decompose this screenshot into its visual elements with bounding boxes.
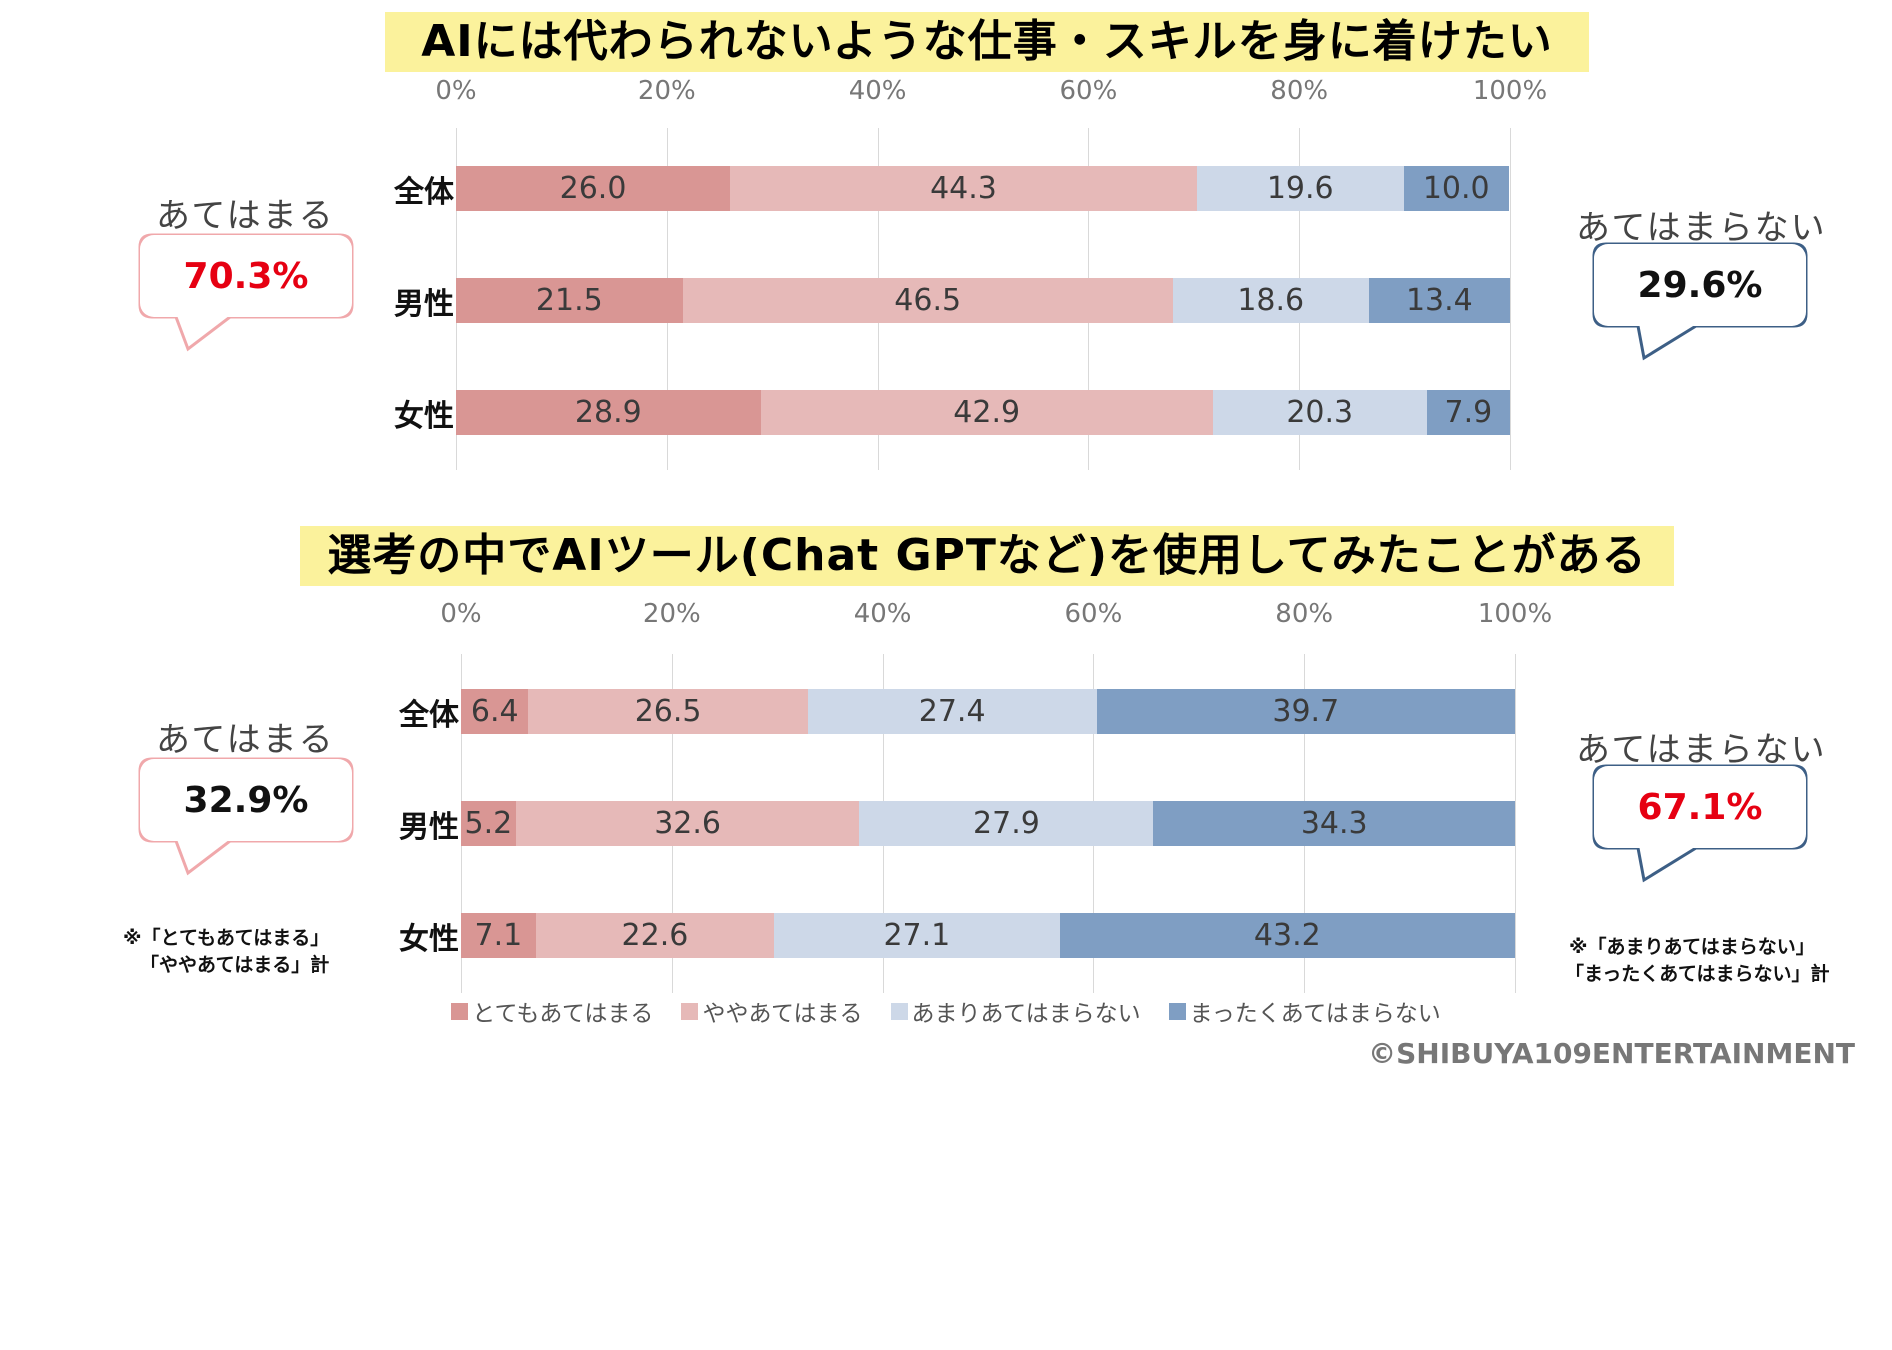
data-label: 6.4 — [470, 694, 519, 729]
x-tick-label: 40% — [853, 599, 912, 629]
data-label: 26.0 — [559, 171, 627, 206]
x-tick-label: 100% — [1472, 76, 1548, 106]
legend-item-somewhat: ややあてはまる — [681, 994, 863, 1028]
chart-2-left-bubble-label: あてはまる — [156, 720, 335, 760]
data-label: 18.6 — [1237, 283, 1305, 318]
bar-segment: 6.4 — [461, 689, 529, 734]
bar-segment: 43.2 — [1059, 913, 1515, 958]
bar-segment: 27.9 — [859, 801, 1154, 846]
data-label: 27.1 — [883, 918, 951, 953]
data-label: 19.6 — [1266, 171, 1334, 206]
data-label: 43.2 — [1253, 918, 1321, 953]
category-label: 女性 — [394, 399, 454, 434]
legend-swatch-very — [451, 1002, 469, 1020]
data-label: 27.4 — [918, 694, 986, 729]
legend-label-very: とてもあてはまる — [472, 1001, 654, 1027]
note-left: ※「とてもあてはまる」 「ややあてはまる」計 — [118, 925, 329, 978]
legend-item-not-really: あまりあてはまらない — [890, 994, 1141, 1028]
legend-swatch-not-at-all — [1168, 1002, 1186, 1020]
x-tick-label: 20% — [637, 76, 696, 106]
data-label: 5.2 — [464, 806, 513, 841]
note-left-line-2: 「ややあてはまる」計 — [140, 953, 330, 976]
legend-label-somewhat: ややあてはまる — [702, 1001, 863, 1027]
data-label: 44.3 — [930, 171, 997, 206]
data-label: 7.9 — [1444, 395, 1493, 430]
x-tick-label: 80% — [1270, 76, 1329, 106]
legend-swatch-somewhat — [681, 1002, 699, 1020]
x-tick-label: 80% — [1275, 599, 1334, 629]
note-right: ※「あまりあてはまらない」 「まったくあてはまらない」計 — [1565, 934, 1829, 987]
legend-label-not-at-all: まったくあてはまらない — [1189, 1001, 1441, 1027]
x-tick-label: 0% — [435, 76, 477, 106]
bar-segment: 27.1 — [774, 913, 1060, 958]
bar-segment: 18.6 — [1172, 278, 1369, 323]
bar-segment: 39.7 — [1096, 689, 1515, 734]
bar-segment: 21.5 — [456, 278, 683, 323]
note-right-line-2: 「まったくあてはまらない」計 — [1565, 962, 1830, 985]
bar-segment: 22.6 — [535, 913, 775, 958]
category-label: 男性 — [394, 287, 454, 322]
bar-segment: 7.9 — [1426, 390, 1510, 435]
data-label: 20.3 — [1286, 395, 1354, 430]
x-tick-label: 60% — [1064, 599, 1123, 629]
data-label: 22.6 — [621, 918, 689, 953]
data-label: 21.5 — [535, 283, 603, 318]
chart-1-title: AIには代わられないような仕事・スキルを身に着けたい — [385, 12, 1589, 72]
bar-segment: 19.6 — [1196, 166, 1404, 211]
x-tick-label: 0% — [440, 599, 482, 629]
bar-segment: 5.2 — [461, 801, 516, 846]
category-label: 全体 — [394, 175, 454, 210]
bar-segment: 34.3 — [1153, 801, 1515, 846]
category-label: 男性 — [399, 810, 459, 845]
bar-segment: 13.4 — [1368, 278, 1510, 323]
chart-1-right-bubble-value: 29.6% — [1594, 244, 1806, 326]
note-left-line-1: ※「とてもあてはまる」 — [123, 927, 330, 949]
bar-segment: 42.9 — [760, 390, 1213, 435]
chart-2-right-bubble-label: あてはまらない — [1576, 730, 1827, 770]
bar-segment: 26.5 — [528, 689, 808, 734]
legend-label-not-really: あまりあてはまらない — [911, 1001, 1141, 1027]
category-label: 女性 — [399, 922, 459, 957]
chart-1-right-bubble-label: あてはまらない — [1576, 208, 1827, 248]
x-tick-label: 60% — [1059, 76, 1118, 106]
bar-segment: 20.3 — [1212, 390, 1427, 435]
x-tick-label: 40% — [848, 76, 907, 106]
bar-segment: 10.0 — [1403, 166, 1509, 211]
bar-segment: 27.4 — [807, 689, 1097, 734]
data-label: 28.9 — [574, 395, 642, 430]
gridline — [1510, 128, 1511, 470]
bar-segment: 28.9 — [456, 390, 761, 435]
data-label: 46.5 — [894, 283, 962, 318]
legend-swatch-not-really — [890, 1002, 908, 1020]
bar-segment: 44.3 — [730, 166, 1197, 211]
category-label: 全体 — [399, 698, 459, 733]
data-label: 32.6 — [654, 806, 721, 841]
bar-segment: 26.0 — [456, 166, 731, 211]
chart-1-left-bubble-value: 70.3% — [140, 235, 352, 317]
data-label: 34.3 — [1300, 806, 1368, 841]
data-label: 7.1 — [474, 918, 523, 953]
chart-1-left-bubble-label: あてはまる — [156, 196, 335, 236]
chart-2-right-bubble-value: 67.1% — [1594, 766, 1806, 848]
bar-segment: 46.5 — [682, 278, 1173, 323]
data-label: 27.9 — [973, 806, 1040, 841]
legend-item-very: とてもあてはまる — [451, 994, 653, 1028]
legend: とてもあてはまる ややあてはまる あまりあてはまらない まったくあてはまらない — [0, 994, 1892, 1028]
data-label: 26.5 — [634, 694, 702, 729]
copyright: ©SHIBUYA109ENTERTAINMENT — [1368, 1037, 1855, 1070]
gridline — [1515, 654, 1516, 993]
data-label: 42.9 — [953, 395, 1021, 430]
data-label: 39.7 — [1272, 694, 1340, 729]
chart-2-title: 選考の中でAIツール(Chat GPTなど)を使用してみたことがある — [300, 526, 1674, 586]
data-label: 10.0 — [1422, 171, 1490, 206]
bar-segment: 7.1 — [461, 913, 536, 958]
chart-2-left-bubble-value: 32.9% — [140, 759, 352, 841]
bar-segment: 32.6 — [515, 801, 860, 846]
x-tick-label: 100% — [1477, 599, 1553, 629]
legend-item-not-at-all: まったくあてはまらない — [1168, 994, 1441, 1028]
note-right-line-1: ※「あまりあてはまらない」 — [1569, 936, 1815, 958]
data-label: 13.4 — [1405, 283, 1473, 318]
x-tick-label: 20% — [642, 599, 701, 629]
